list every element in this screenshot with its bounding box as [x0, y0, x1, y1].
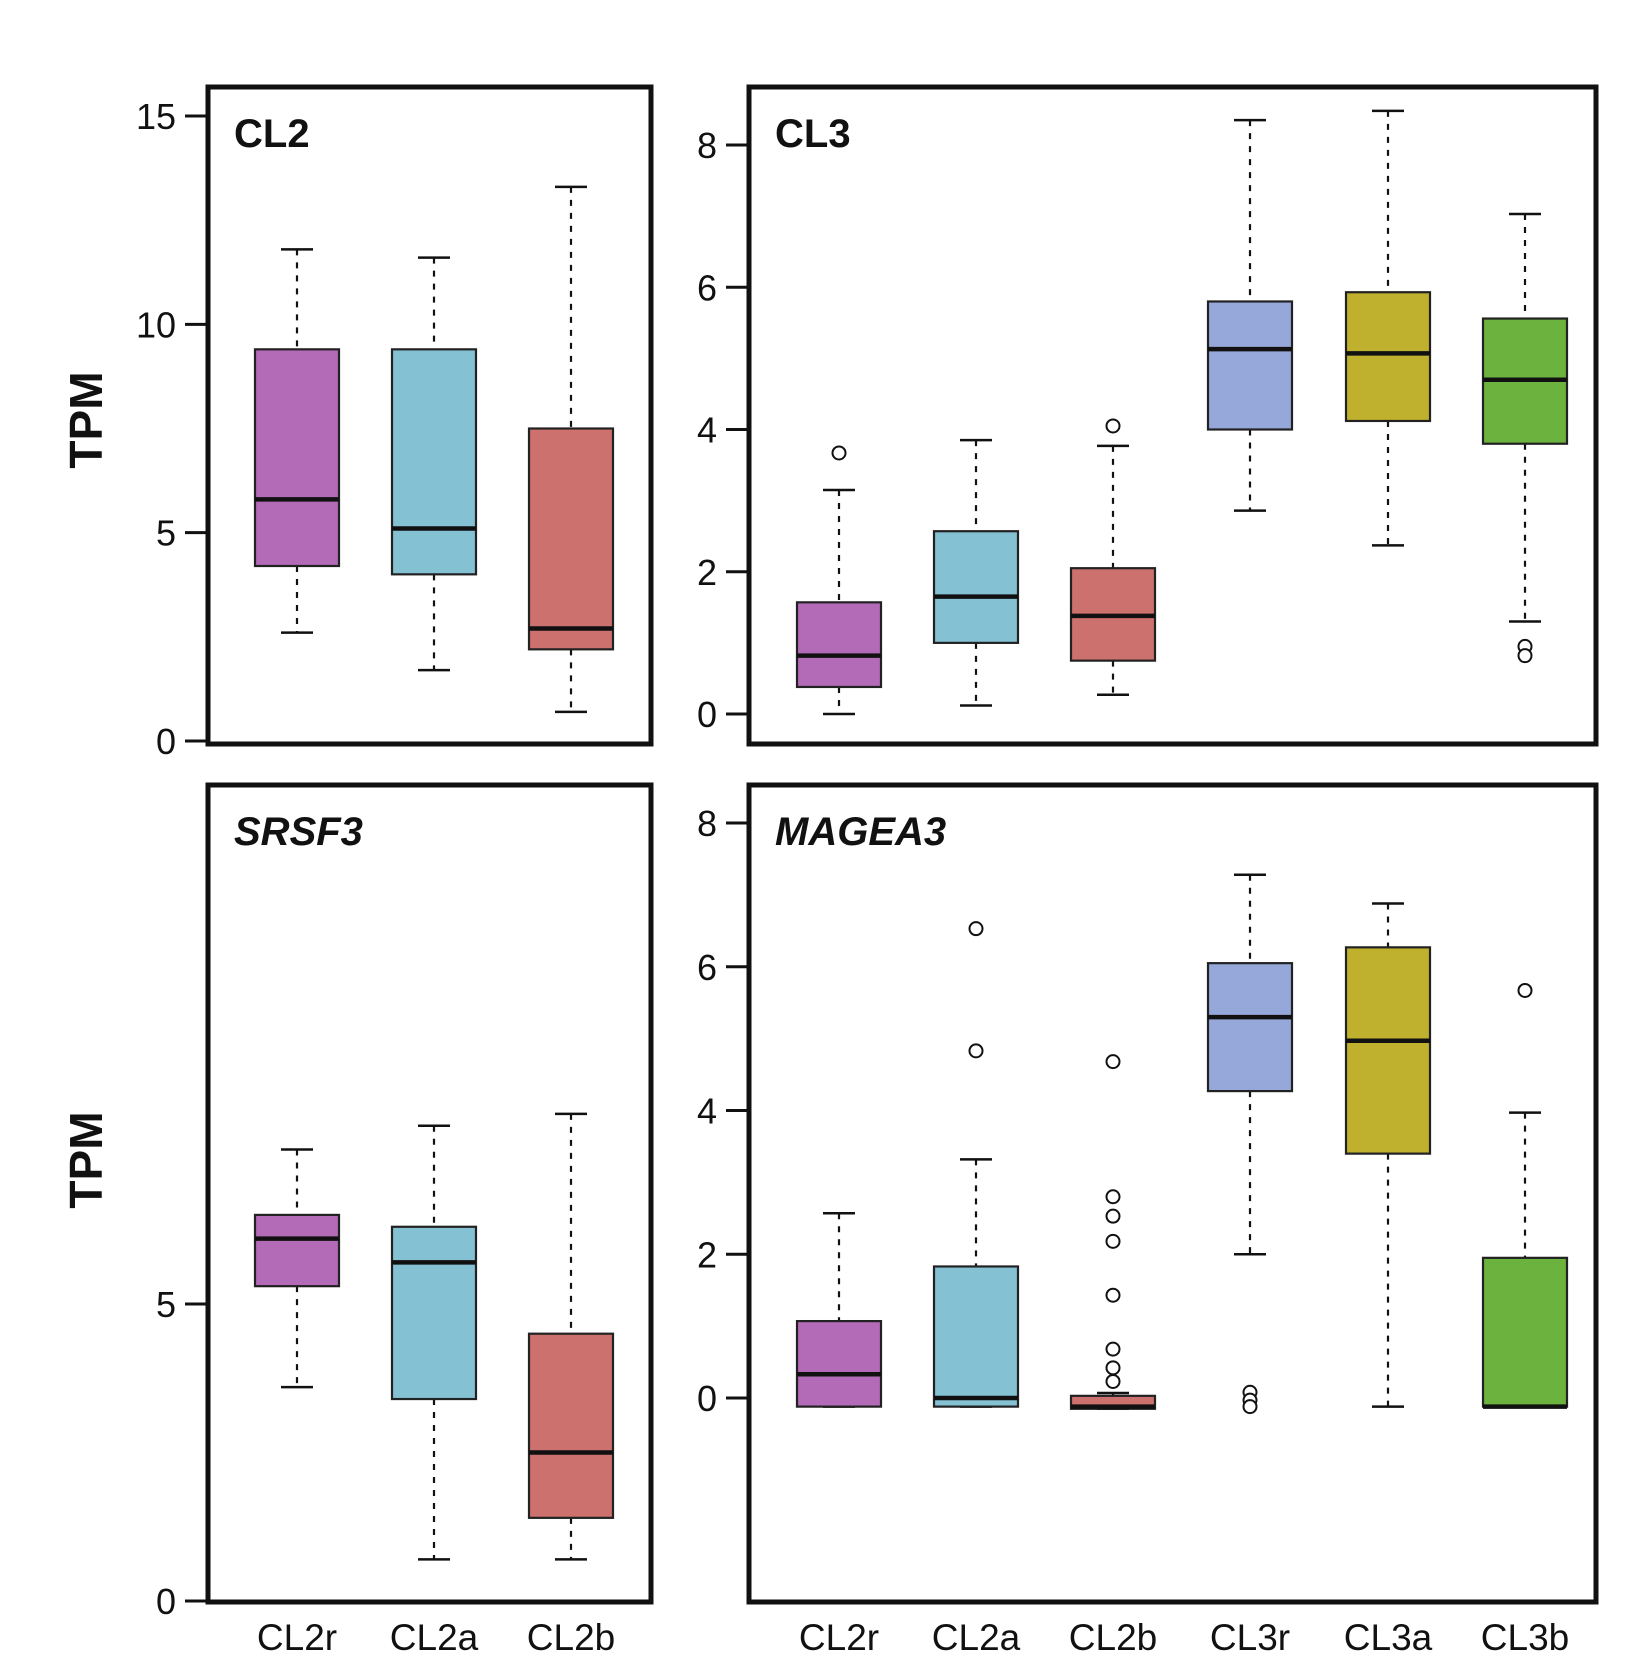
panel-frame: [746, 782, 1599, 1605]
outlier-point: [1517, 648, 1533, 664]
y-tick-label: 5: [156, 1284, 176, 1325]
y-tick-label: 0: [697, 694, 717, 735]
outlier-point: [1105, 1054, 1121, 1070]
x-category-label: CL3b: [1481, 1617, 1569, 1654]
x-category-label: CL2a: [932, 1617, 1021, 1654]
iqr-box: [253, 1213, 341, 1288]
panel-title: MAGEA3: [775, 810, 946, 854]
box-cl2b: [527, 1112, 615, 1561]
box-cl2a: [932, 921, 1020, 1408]
box-cl3a: [1344, 902, 1432, 1408]
y-tick-label: 6: [697, 267, 717, 308]
box-cl3r: [1206, 118, 1294, 512]
iqr-box: [390, 348, 478, 576]
iqr-box: [932, 1265, 1020, 1408]
box-cl3b: [1481, 212, 1569, 664]
panel-cl3: CL3 0 2 4 6 8: [697, 84, 1599, 747]
y-axis-label: TPM: [60, 371, 112, 468]
box-cl2r: [253, 1148, 341, 1389]
x-category-label: CL2r: [257, 1617, 337, 1654]
iqr-box: [527, 1332, 615, 1519]
iqr-box: [1481, 1256, 1569, 1408]
y-tick-label: 8: [697, 803, 717, 844]
iqr-box: [390, 1225, 478, 1401]
box-cl3b: [1481, 982, 1569, 1409]
panel-title: CL3: [775, 112, 851, 156]
iqr-box: [1344, 946, 1432, 1155]
y-tick-label: 0: [156, 1581, 176, 1622]
x-category-label: CL2r: [799, 1617, 879, 1654]
box-cl2a: [932, 438, 1020, 707]
outlier-point: [968, 921, 984, 937]
outlier-point: [1105, 1341, 1121, 1357]
y-tick-label: 4: [697, 1091, 717, 1132]
iqr-box: [1206, 300, 1294, 431]
y-tick-label: 10: [136, 304, 176, 345]
box-cl3a: [1344, 109, 1432, 547]
y-tick-label: 15: [136, 96, 176, 137]
outlier-point: [1105, 1287, 1121, 1303]
iqr-box: [1344, 291, 1432, 423]
box-cl2r: [253, 248, 341, 634]
outlier-point: [1105, 1233, 1121, 1249]
y-tick-label: 0: [156, 721, 176, 762]
outlier-point: [968, 1043, 984, 1059]
outlier-point: [1105, 1373, 1121, 1389]
panel-srsf3: SRSF3 0 5 TPM CL2r CL2a CL2b: [60, 782, 654, 1654]
x-category-label: CL2a: [390, 1617, 479, 1654]
outlier-point: [1105, 1208, 1121, 1224]
iqr-box: [795, 1319, 883, 1408]
iqr-box: [527, 427, 615, 651]
panel-frame: [746, 84, 1599, 747]
iqr-box: [932, 530, 1020, 644]
x-category-label: CL3a: [1344, 1617, 1433, 1654]
panel-frame: [205, 84, 654, 747]
panel-cl2: CL2 0 5 10 15 TPM: [60, 84, 654, 762]
box-cl2r: [795, 1212, 883, 1408]
iqr-box: [1206, 962, 1294, 1093]
y-tick-label: 2: [697, 552, 717, 593]
y-tick-label: 2: [697, 1234, 717, 1275]
y-tick-label: 6: [697, 947, 717, 988]
box-cl2r: [795, 445, 883, 716]
y-tick-label: 0: [697, 1378, 717, 1419]
x-category-label: CL2b: [527, 1617, 615, 1654]
outlier-point: [1105, 418, 1121, 434]
panel-magea3: MAGEA3 0 2 4 6 8 CL2r CL2a CL2b CL3r CL3a CL3b: [697, 782, 1599, 1654]
outlier-point: [1242, 1399, 1258, 1415]
box-cl3r: [1206, 873, 1294, 1415]
outlier-point: [831, 445, 847, 461]
panel-frame: [205, 782, 654, 1605]
panel-title: SRSF3: [234, 810, 363, 854]
y-tick-label: 8: [697, 125, 717, 166]
box-cl2b: [527, 185, 615, 714]
y-axis-label: TPM: [60, 1111, 112, 1208]
box-cl2a: [390, 1124, 478, 1561]
box-cl2a: [390, 256, 478, 672]
box-cl2b: [1069, 418, 1157, 697]
x-category-label: CL2b: [1069, 1617, 1157, 1654]
y-tick-label: 4: [697, 410, 717, 451]
outlier-point: [1105, 1189, 1121, 1205]
y-tick-label: 5: [156, 513, 176, 554]
panel-title: CL2: [234, 112, 310, 156]
box-cl2b: [1069, 1054, 1157, 1411]
iqr-box: [253, 348, 341, 568]
iqr-box: [795, 601, 883, 689]
outlier-point: [1105, 1360, 1121, 1376]
outlier-point: [1517, 982, 1533, 998]
x-category-label: CL3r: [1210, 1617, 1290, 1654]
